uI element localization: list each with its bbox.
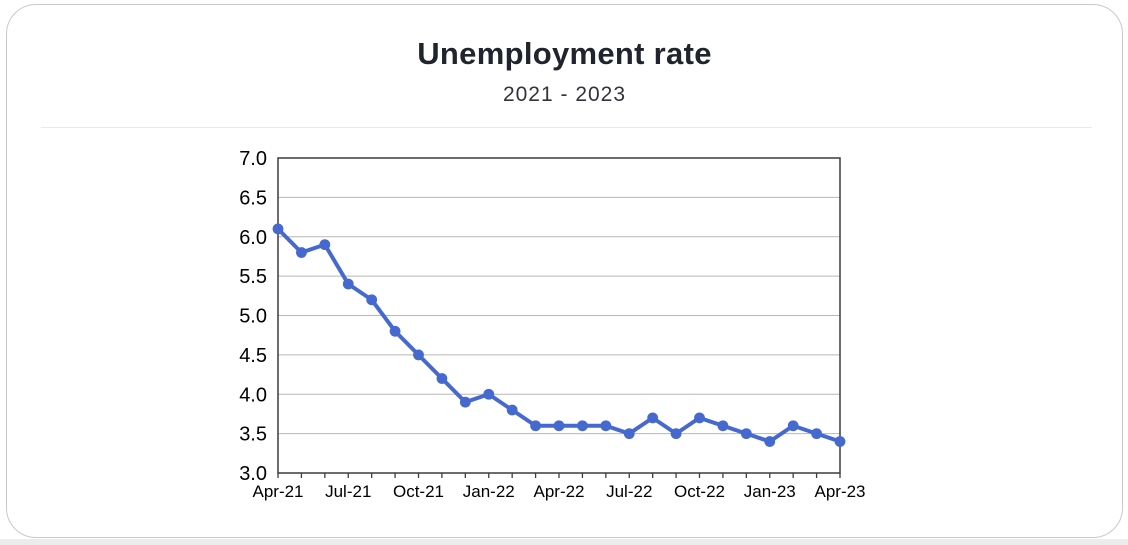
header-divider <box>41 127 1092 128</box>
page-title: Unemployment rate <box>417 36 712 71</box>
chart-card: Unemployment rate 2021 - 2023 <box>6 4 1123 538</box>
page-subtitle: 2021 - 2023 <box>502 83 627 106</box>
page-bottom-edge <box>0 539 1128 545</box>
